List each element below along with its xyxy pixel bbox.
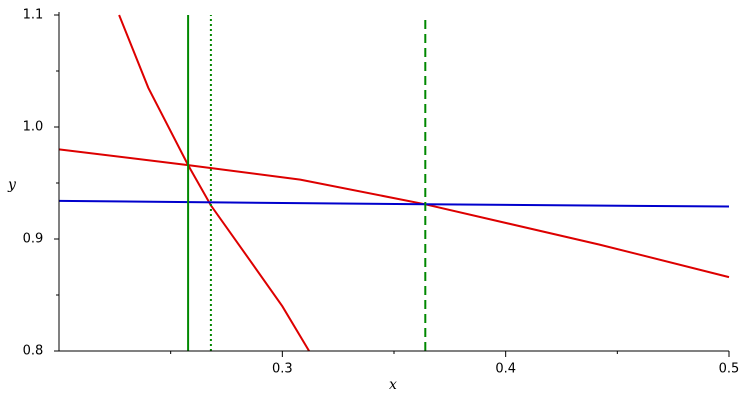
y-axis-title: y: [7, 177, 17, 193]
line-series: [118, 14, 310, 352]
x-tick-label: 0.5: [719, 362, 740, 377]
x-tick-label: 0.4: [495, 362, 516, 377]
line-series: [58, 199, 730, 208]
y-tick-label: 1.0: [23, 120, 44, 135]
y-tick-label: 0.8: [23, 344, 44, 359]
x-axis-title: x: [389, 377, 397, 393]
y-tick-label: 1.1: [23, 8, 44, 23]
x-tick-label: 0.3: [272, 362, 293, 377]
line-series: [58, 148, 730, 279]
y-tick-label: 0.9: [23, 232, 44, 247]
